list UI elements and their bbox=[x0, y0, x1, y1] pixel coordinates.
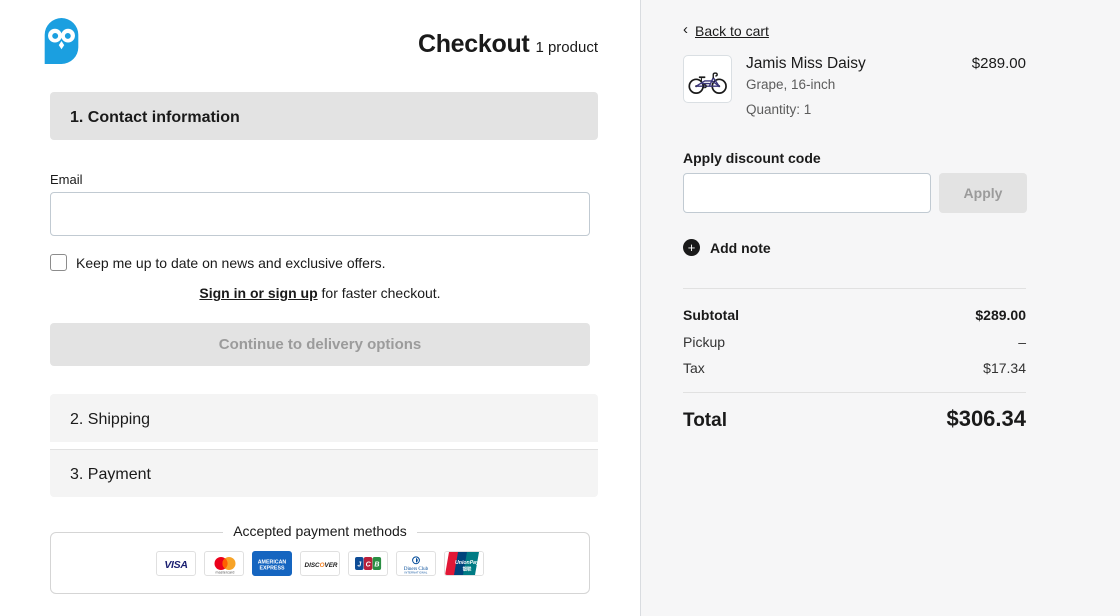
svg-text:EXPRESS: EXPRESS bbox=[259, 565, 284, 571]
svg-text:DISCOVER: DISCOVER bbox=[305, 562, 338, 569]
svg-text:VISA: VISA bbox=[164, 559, 187, 571]
svg-text:mastercard: mastercard bbox=[216, 570, 235, 574]
svg-text:INTERNATIONAL: INTERNATIONAL bbox=[404, 570, 428, 574]
svg-text:UnionPay: UnionPay bbox=[455, 560, 480, 566]
svg-text:银联: 银联 bbox=[463, 565, 472, 572]
svg-text:B: B bbox=[374, 561, 379, 568]
